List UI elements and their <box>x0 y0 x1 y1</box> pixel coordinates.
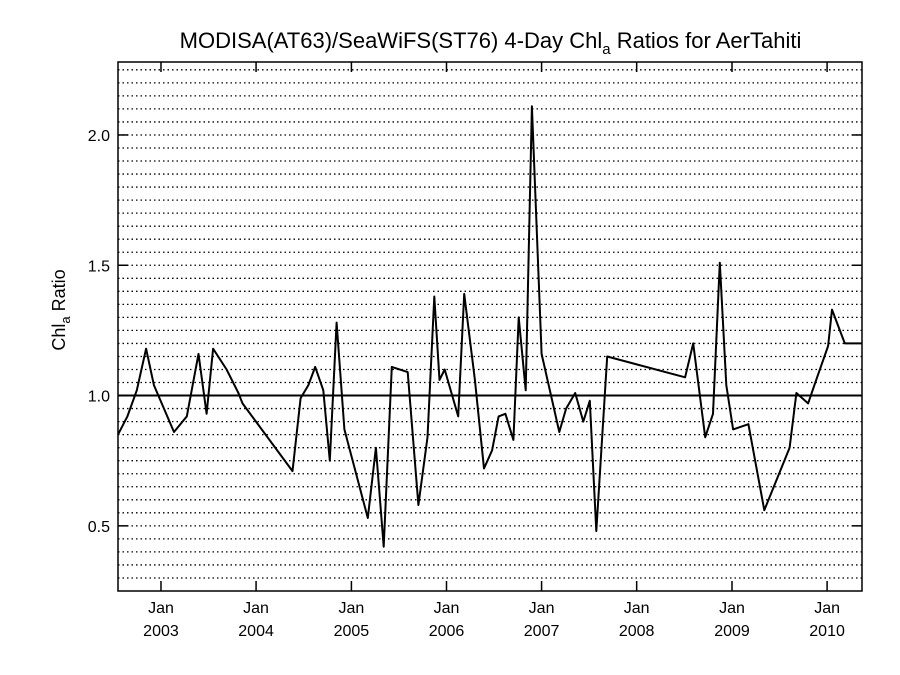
x-tick-month: Jan <box>529 600 555 617</box>
gridlines <box>118 69 862 579</box>
x-tick-month: Jan <box>814 600 840 617</box>
series-group <box>117 105 862 548</box>
y-tick-label: 1.0 <box>88 389 110 406</box>
x-tick-month: Jan <box>243 600 269 617</box>
y-tick-label: 1.5 <box>88 258 110 275</box>
y-tick-label: 0.5 <box>88 519 110 536</box>
chart-title-prefix: MODISA(AT63)/SeaWiFS(ST76) 4-Day Chl <box>179 28 603 53</box>
x-tick-year: 2009 <box>714 623 750 640</box>
x-tick-year: 2010 <box>809 623 845 640</box>
plot-border <box>117 61 863 592</box>
x-tick-year: 2008 <box>619 623 655 640</box>
x-tick-month: Jan <box>719 600 745 617</box>
x-tick-month: Jan <box>434 600 460 617</box>
chart-title-subscript: a <box>602 41 611 58</box>
x-tick-year: 2003 <box>143 623 179 640</box>
plot-frame <box>117 61 863 592</box>
chart-title: MODISA(AT63)/SeaWiFS(ST76) 4-Day Chla Ra… <box>118 28 863 58</box>
x-tick-month: Jan <box>624 600 650 617</box>
y-axis: 0.5 1.0 1.5 2.0 <box>88 128 862 536</box>
chart-title-suffix: Ratios for AerTahiti <box>610 28 802 53</box>
x-tick-month: Jan <box>339 600 365 617</box>
x-tick-year: 2005 <box>334 623 370 640</box>
x-tick-year: 2006 <box>429 623 465 640</box>
series-line <box>117 105 862 548</box>
x-axis: Jan 2003 Jan 2004 Jan 2005 Jan 2006 Jan 2007 Jan 20… <box>143 62 845 640</box>
x-tick-year: 2007 <box>524 623 560 640</box>
x-tick-year: 2004 <box>238 623 274 640</box>
y-tick-label: 2.0 <box>88 128 110 145</box>
x-tick-month: Jan <box>148 600 174 617</box>
